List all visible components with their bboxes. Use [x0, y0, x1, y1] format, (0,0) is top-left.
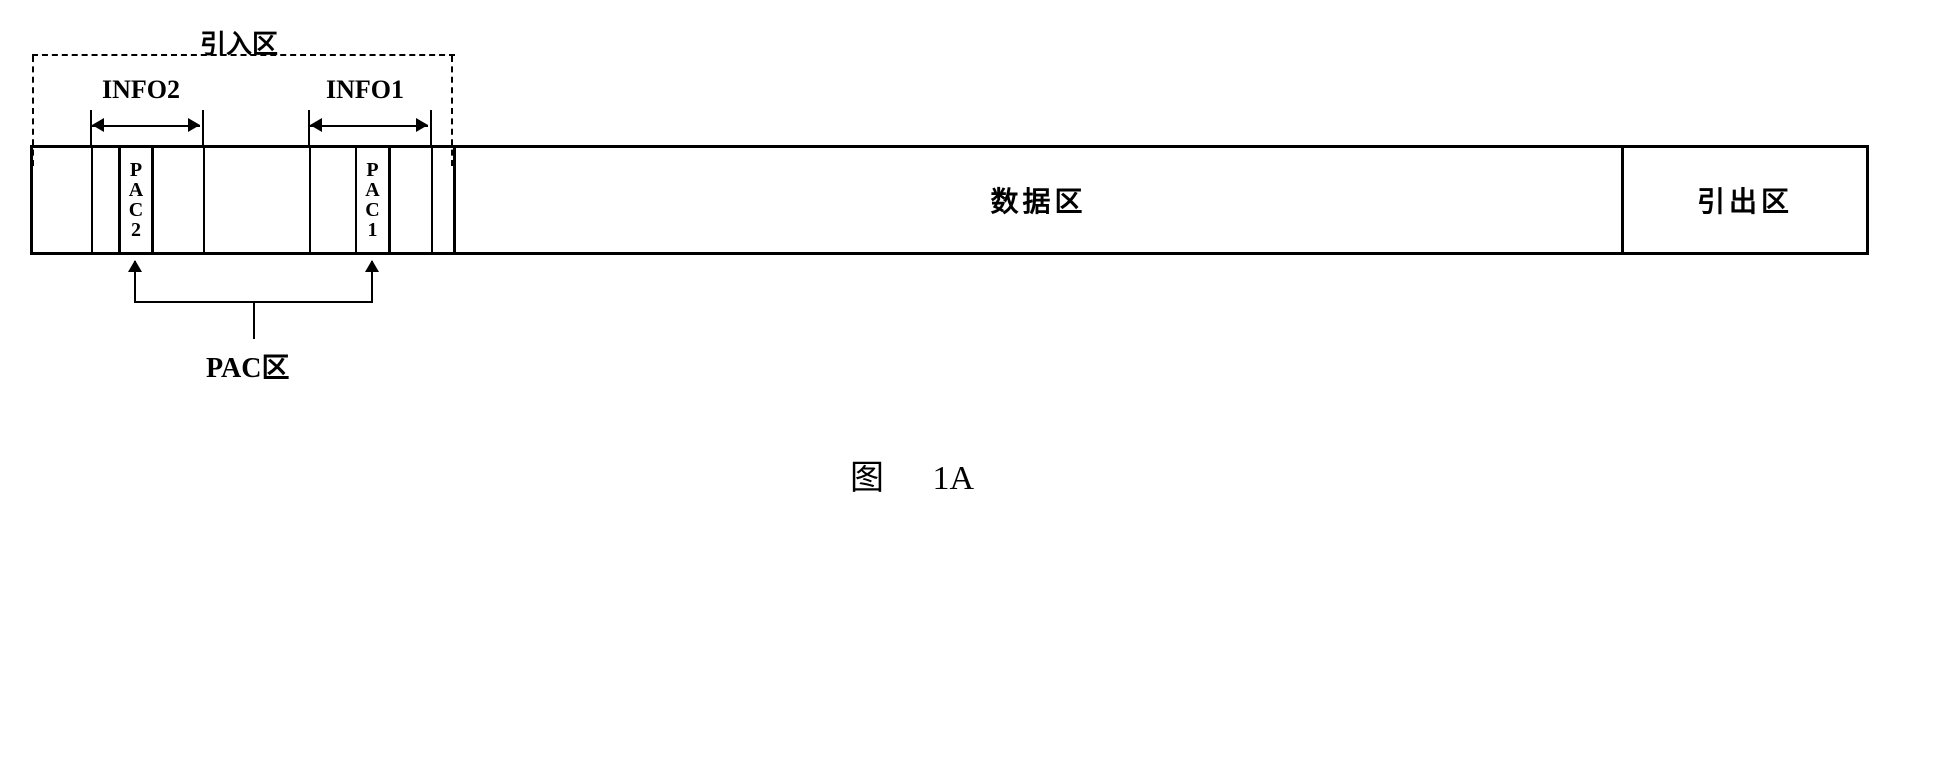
seg-data-area: 数据区 — [456, 148, 1624, 252]
layout-diagram: 引入区 INFO2 INFO1 P A C 2 P A C 1 数据区 引出区 … — [30, 30, 1910, 430]
info1-arrow — [310, 118, 428, 132]
pac-bracket — [134, 301, 373, 341]
figure-caption: 图 1A — [850, 450, 974, 499]
seg-pac1: P A C 1 — [357, 148, 391, 252]
seg-info1-pre — [311, 148, 357, 252]
seg-info2-pre — [93, 148, 120, 252]
info1-right-mark — [430, 110, 432, 145]
seg-info2-post — [154, 148, 205, 252]
caption-id: 1A — [933, 460, 975, 497]
info2-right-mark — [202, 110, 204, 145]
pac-right-arrow — [371, 261, 373, 301]
leadin-span — [32, 54, 455, 56]
pac-left-arrow — [134, 261, 136, 301]
seg-pac2: P A C 2 — [120, 148, 154, 252]
pac-area-label: PAC区 — [206, 346, 289, 386]
seg-mid-gap — [205, 148, 311, 252]
seg-leadout-area: 引出区 — [1624, 148, 1866, 252]
seg-leadin-blank — [33, 148, 93, 252]
info2-label: INFO2 — [102, 75, 180, 105]
layout-bar: P A C 2 P A C 1 数据区 引出区 — [30, 145, 1869, 255]
seg-leadin-post — [433, 148, 456, 252]
info2-arrow — [92, 118, 200, 132]
caption-cjk: 图 — [850, 460, 884, 497]
seg-info1-post — [391, 148, 433, 252]
info1-label: INFO1 — [326, 75, 404, 105]
